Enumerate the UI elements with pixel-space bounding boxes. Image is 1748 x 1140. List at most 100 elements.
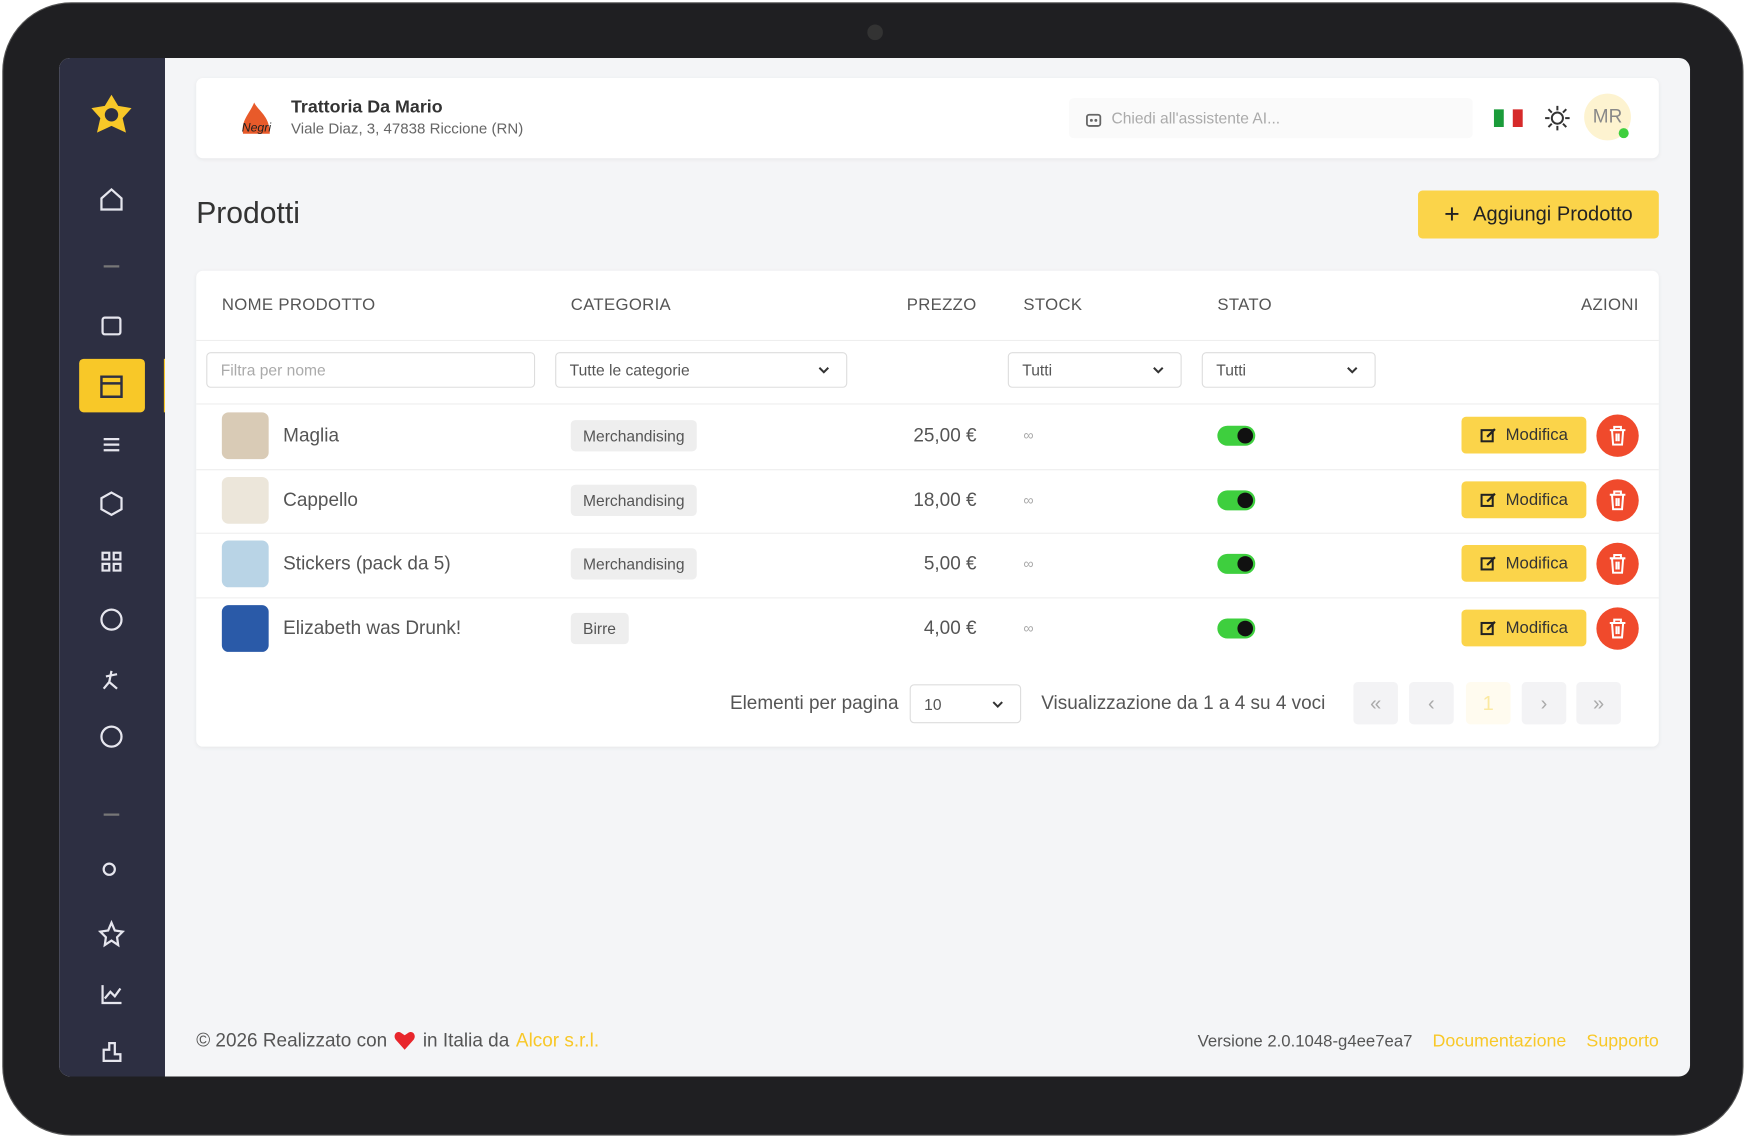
star-icon xyxy=(97,919,125,948)
restaurant-logo: Negri xyxy=(242,102,272,135)
team-icon xyxy=(102,862,116,876)
per-page-select[interactable]: 10 xyxy=(909,684,1022,724)
row-divider xyxy=(196,532,1659,534)
logo xyxy=(91,94,132,133)
name-filter[interactable]: Filtra per nome xyxy=(206,352,536,388)
product-price: 18,00 € xyxy=(913,488,977,510)
category-filter-value: Tutte le categorie xyxy=(569,361,690,379)
name-filter-placeholder: Filtra per nome xyxy=(220,361,326,379)
last-page[interactable]: » xyxy=(1576,682,1621,725)
list-icon xyxy=(103,437,120,452)
restaurant-name: Trattoria Da Mario xyxy=(290,98,443,118)
delete-button[interactable] xyxy=(1596,478,1639,521)
clock-icon xyxy=(100,608,123,631)
edit-button[interactable]: Modifica xyxy=(1461,544,1587,582)
heart-icon xyxy=(394,1032,416,1050)
product-stock: ∞ xyxy=(1023,554,1034,572)
footer-in-italy: in Italia da xyxy=(422,1029,510,1051)
home-icon xyxy=(100,187,123,211)
svg-text:Negri: Negri xyxy=(242,121,272,135)
ai-search[interactable]: Chiedi all'assistente AI... xyxy=(1069,98,1473,139)
stock-filter[interactable]: Tutti xyxy=(1007,352,1182,388)
category-filter[interactable]: Tutte le categorie xyxy=(555,352,848,388)
product-name: Maglia xyxy=(283,424,340,446)
product-price: 5,00 € xyxy=(923,552,977,574)
sidebar xyxy=(59,57,169,1077)
category-badge: Merchandising xyxy=(570,548,697,580)
edit-label: Modifica xyxy=(1505,489,1568,509)
add-button-label: Aggiungi Prodotto xyxy=(1473,202,1633,226)
prev-page[interactable]: ‹ xyxy=(1409,682,1454,725)
per-page-value: 10 xyxy=(924,695,942,714)
footer-made-with: © 2026 Realizzato con xyxy=(196,1029,388,1051)
column-header: STOCK xyxy=(1023,295,1083,315)
product-name: Stickers (pack da 5) xyxy=(283,552,451,574)
docs-link[interactable]: Documentazione xyxy=(1432,1031,1567,1051)
status-toggle[interactable] xyxy=(1217,425,1256,446)
store-icon xyxy=(100,375,123,398)
chart-icon xyxy=(101,985,122,1005)
screen: Negri Trattoria Da Mario Viale Diaz, 3, … xyxy=(59,57,1691,1077)
footer-right: Versione 2.0.1048-g4ee7ea7 Documentazion… xyxy=(1198,1032,1659,1052)
version: Versione 2.0.1048-g4ee7ea7 xyxy=(1197,1031,1413,1051)
product-thumbnail xyxy=(221,412,269,460)
product-thumbnail xyxy=(221,540,269,588)
product-stock: ∞ xyxy=(1023,619,1034,636)
calendar-icon xyxy=(101,316,122,336)
next-page[interactable]: › xyxy=(1521,682,1567,725)
row-divider xyxy=(196,468,1659,470)
avatar-initials: MR xyxy=(1592,105,1623,128)
status-toggle[interactable] xyxy=(1217,489,1256,510)
current-page-number: 1 xyxy=(1482,691,1494,714)
online-dot xyxy=(1618,128,1629,139)
product-price: 4,00 € xyxy=(923,616,977,638)
column-header: CATEGORIA xyxy=(570,295,672,315)
user-icon xyxy=(100,725,123,748)
current-page[interactable]: 1 xyxy=(1465,682,1511,725)
row-divider xyxy=(196,596,1659,598)
column-header: STATO xyxy=(1217,295,1273,315)
status-toggle[interactable] xyxy=(1217,553,1256,574)
edit-label: Modifica xyxy=(1505,425,1568,445)
edit-button[interactable]: Modifica xyxy=(1461,416,1587,454)
company-link[interactable]: Alcor s.r.l. xyxy=(515,1029,600,1051)
category-badge: Merchandising xyxy=(570,420,697,452)
category-badge: Merchandising xyxy=(570,484,697,516)
add-product-button[interactable]: + Aggiungi Prodotto xyxy=(1418,190,1659,239)
delete-button[interactable] xyxy=(1596,542,1639,586)
product-stock: ∞ xyxy=(1023,426,1034,444)
box-icon xyxy=(100,491,123,517)
delete-button[interactable] xyxy=(1596,606,1639,650)
edit-button[interactable]: Modifica xyxy=(1461,480,1587,518)
edit-button[interactable]: Modifica xyxy=(1461,609,1587,646)
edit-label: Modifica xyxy=(1505,553,1568,573)
top-bar: Negri Trattoria Da Mario Viale Diaz, 3, … xyxy=(196,78,1659,159)
column-header: AZIONI xyxy=(1580,295,1639,315)
edit-label: Modifica xyxy=(1505,617,1568,637)
footer-credits: © 2026 Realizzato con in Italia da Alcor… xyxy=(196,1030,599,1052)
language-flag[interactable] xyxy=(1493,109,1523,128)
product-thumbnail xyxy=(221,476,269,524)
restaurant-address: Viale Diaz, 3, 47838 Riccione (RN) xyxy=(290,120,524,138)
nav-active[interactable] xyxy=(79,358,145,413)
support-link[interactable]: Supporto xyxy=(1586,1031,1659,1051)
column-header: NOME PRODOTTO xyxy=(221,295,376,315)
status-filter[interactable]: Tutti xyxy=(1201,352,1376,388)
first-page[interactable]: « xyxy=(1353,682,1398,725)
grid-icon xyxy=(101,551,122,572)
search-placeholder: Chiedi all'assistente AI... xyxy=(1111,109,1281,128)
theme-toggle[interactable] xyxy=(1544,105,1571,132)
status-filter-value: Tutti xyxy=(1216,361,1247,379)
status-toggle[interactable] xyxy=(1217,617,1256,638)
pagination-summary: Visualizzazione da 1 a 4 su 4 voci xyxy=(1041,692,1326,714)
per-page-label: Elementi per pagina xyxy=(729,692,899,714)
product-name: Elizabeth was Drunk! xyxy=(283,616,462,638)
delete-button[interactable] xyxy=(1596,414,1639,457)
category-badge: Birre xyxy=(570,612,629,644)
column-header: PREZZO xyxy=(906,295,977,315)
product-thumbnail xyxy=(221,604,269,652)
products-table: NOME PRODOTTO CATEGORIA PREZZO STOCK STA… xyxy=(196,270,1659,747)
